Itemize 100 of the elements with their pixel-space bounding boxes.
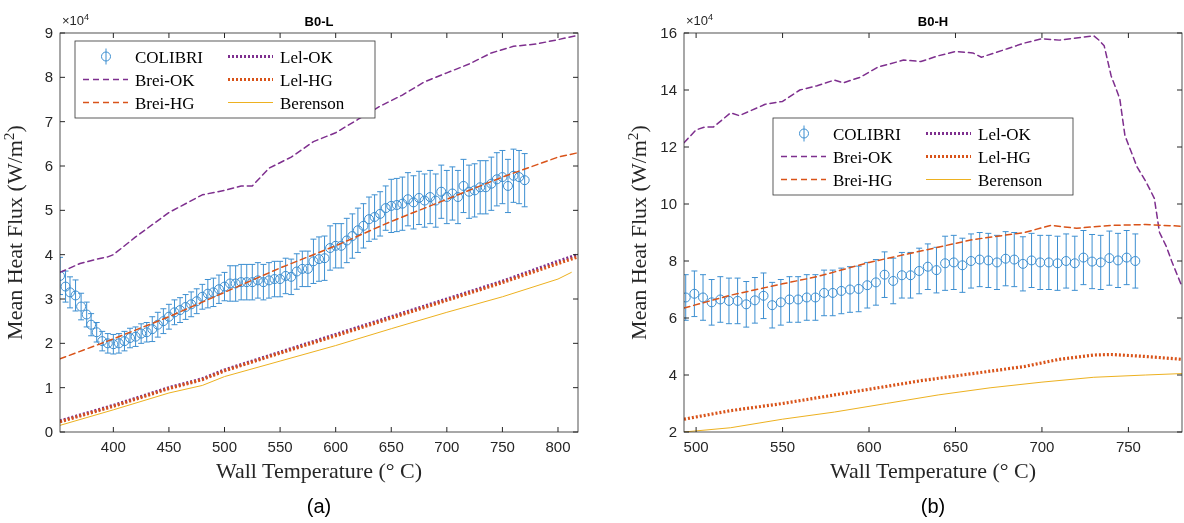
x-tick-label: 400 <box>100 438 126 455</box>
x-tick-label: 500 <box>212 438 238 455</box>
legend-label: Brei-OK <box>833 147 894 167</box>
legend-label: Berenson <box>978 170 1043 190</box>
point <box>767 300 778 311</box>
x-tick-label: 550 <box>770 438 796 455</box>
y-tick-label: 3 <box>44 290 53 307</box>
x-tick-label: 700 <box>434 438 460 455</box>
point <box>862 280 873 291</box>
x-axis-title: Wall Temperature (° C) <box>829 458 1037 483</box>
x-tick-label: 650 <box>942 438 968 455</box>
y-tick-label: 9 <box>44 24 53 41</box>
point <box>922 261 933 272</box>
legend-label: Berenson <box>280 93 345 113</box>
point <box>1130 256 1141 266</box>
x-tick-label: 500 <box>683 438 709 455</box>
point <box>749 295 760 306</box>
x-tick-label: 650 <box>378 438 404 455</box>
point <box>723 295 734 306</box>
point <box>879 269 890 280</box>
line-series <box>684 223 1182 309</box>
point <box>732 295 743 306</box>
point <box>1078 252 1089 263</box>
y-tick-label: 2 <box>668 423 677 440</box>
point <box>888 275 899 286</box>
y-tick-label: 5 <box>44 201 53 219</box>
x-tick-label: 550 <box>267 438 293 455</box>
x-tick-label: 800 <box>545 438 571 455</box>
y-tick-label: 7 <box>44 112 53 130</box>
y-tick-label: 2 <box>44 334 53 352</box>
point <box>974 254 985 265</box>
point <box>845 284 855 295</box>
chart-title: B0-L <box>304 14 334 29</box>
point <box>1113 255 1124 266</box>
point <box>940 258 951 269</box>
chart-title: B0-H <box>917 14 949 29</box>
x-tick-label: 750 <box>1115 438 1141 455</box>
y-tick-label: 12 <box>660 138 677 155</box>
point <box>983 255 994 266</box>
y-tick-label: 16 <box>660 24 677 41</box>
x-tick-label: 750 <box>489 438 515 455</box>
point <box>966 256 977 266</box>
point <box>1052 258 1063 269</box>
point <box>991 257 1002 268</box>
point <box>905 270 916 281</box>
point <box>758 290 769 301</box>
text: ×10$^{4}$ <box>686 12 714 28</box>
point <box>706 297 717 308</box>
legend-label: COLIBRI <box>135 47 204 67</box>
legend-label: Lel-OK <box>978 124 1032 144</box>
x-tick-label: 450 <box>156 438 182 455</box>
y-tick-label: 10 <box>660 195 677 212</box>
legend-label: Lel-HG <box>280 70 333 90</box>
point <box>870 277 881 288</box>
y-tick-label: 1 <box>44 378 53 396</box>
point <box>1043 257 1054 268</box>
x-tick-label: 700 <box>1029 438 1055 455</box>
x-tick-label: 600 <box>856 438 882 455</box>
y-tick-label: 0 <box>44 423 53 440</box>
point <box>931 265 942 276</box>
point <box>1104 253 1115 264</box>
point <box>741 299 752 310</box>
point <box>1009 254 1020 265</box>
point <box>1121 252 1132 263</box>
point <box>784 294 795 305</box>
x-tick-label: 600 <box>323 438 349 455</box>
y-tick-label: 6 <box>44 157 53 174</box>
text: (a) <box>306 495 332 517</box>
y-tick-label: 14 <box>660 81 677 98</box>
point <box>914 265 925 276</box>
point <box>896 270 907 281</box>
point <box>836 285 847 296</box>
point <box>801 292 812 303</box>
text: (b) <box>920 495 946 517</box>
point <box>853 283 864 294</box>
point <box>698 292 709 303</box>
legend-label: COLIBRI <box>833 124 902 144</box>
point <box>1026 255 1037 266</box>
line-series <box>684 352 1182 421</box>
point <box>689 288 700 299</box>
point <box>1035 257 1046 268</box>
point <box>957 260 968 271</box>
point <box>819 287 830 298</box>
legend-label: Lel-OK <box>280 47 334 67</box>
point <box>810 292 821 303</box>
point <box>1087 256 1098 267</box>
legend-label: Brei-HG <box>833 170 893 190</box>
point <box>948 257 959 268</box>
y-tick-label: 4 <box>44 245 53 263</box>
legend-label: Brei-OK <box>135 70 196 90</box>
point <box>827 287 838 298</box>
y-tick-label: 4 <box>668 366 677 383</box>
point <box>775 297 786 308</box>
point <box>1095 257 1106 268</box>
line-series <box>60 151 578 360</box>
point <box>1061 256 1072 266</box>
legend-label: Lel-HG <box>978 147 1031 167</box>
point <box>1000 253 1011 264</box>
point <box>1069 258 1080 269</box>
y-tick-label: 6 <box>668 309 677 326</box>
